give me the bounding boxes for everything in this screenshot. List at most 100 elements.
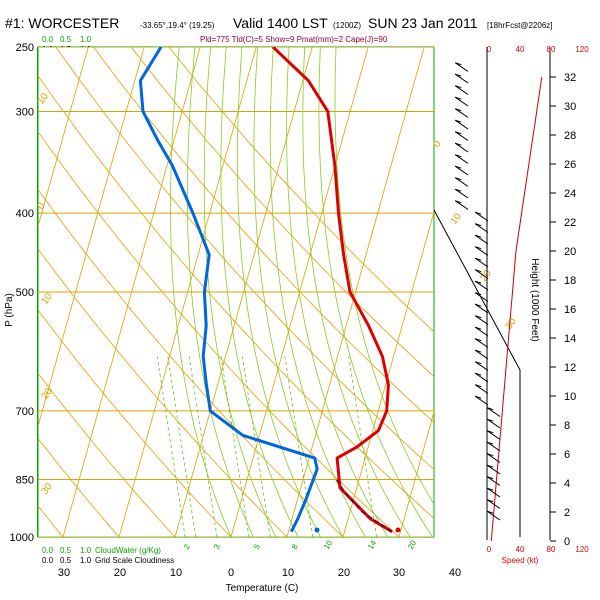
mixing-ratio-label: 20 xyxy=(406,538,419,551)
wind-barb-flag xyxy=(487,441,494,445)
y-tick-label: 400 xyxy=(16,208,34,220)
wind-barb-flag xyxy=(475,361,482,365)
chart-subtitle: Pld=775 Tld(C)=5 Show=9 Pmat(mm)=2 Cape(… xyxy=(200,35,388,44)
moist-adiabat xyxy=(253,47,344,537)
speed-tick-bottom: 0 xyxy=(487,545,492,554)
speed-tick-bottom: 80 xyxy=(547,545,556,554)
surface-dewpoint-dot xyxy=(314,527,320,533)
wind-barb-flag xyxy=(475,223,482,227)
grid-cloud-tick: 1.0 xyxy=(80,556,92,565)
height-tick-label: 8 xyxy=(564,420,570,432)
height-tick-label: 26 xyxy=(564,159,576,171)
wind-barb xyxy=(474,223,489,233)
height-tick-label: 0 xyxy=(564,536,570,548)
chart-title-date: SUN 23 Jan 2011 xyxy=(368,15,478,31)
parcel-path xyxy=(336,479,393,533)
x-tick-label: 10 xyxy=(170,567,182,579)
wind-barb xyxy=(486,487,501,498)
wind-barb-flag xyxy=(475,292,482,296)
isotherm xyxy=(567,47,600,537)
dry-adiabat xyxy=(38,309,232,537)
wind-barb xyxy=(474,303,489,314)
moist-adiabat xyxy=(318,47,434,537)
wind-barb xyxy=(474,269,489,279)
cloud-water-tick: 0.0 xyxy=(42,546,54,555)
mixing-ratio-label: 2 xyxy=(182,542,192,551)
y-tick-label: 250 xyxy=(16,42,34,54)
dry-adiabat xyxy=(130,47,434,378)
wind-barb-flag xyxy=(455,62,462,66)
wind-barb-flag xyxy=(475,349,482,353)
wind-barb xyxy=(474,257,489,268)
wind-barb-flag xyxy=(455,85,462,89)
x-tick-label: 20 xyxy=(338,567,350,579)
cloud-water-tick: 1.0 xyxy=(80,35,92,44)
height-tick-label: 18 xyxy=(564,275,576,287)
x-tick-label: 0 xyxy=(228,567,234,579)
wind-barb xyxy=(454,73,469,84)
wind-barb-flag xyxy=(475,326,482,330)
isotherm xyxy=(62,47,201,537)
wind-barb xyxy=(474,372,489,383)
wind-barb-flag xyxy=(475,372,482,376)
height-tick-label: 22 xyxy=(564,217,576,229)
moist-adiabat xyxy=(220,47,299,537)
grid-cloud-tick: 0.0 xyxy=(42,556,54,565)
wind-barb-flag xyxy=(487,418,494,422)
height-axis-label: Height (1000 Feet) xyxy=(529,258,540,341)
cloud-water-tick: 0.5 xyxy=(60,546,72,555)
wind-barb-flag xyxy=(455,154,462,158)
wind-barb-flag xyxy=(455,108,462,112)
wind-barb-flag xyxy=(455,73,462,77)
speed-tick-top: 0 xyxy=(487,45,492,54)
wind-barb xyxy=(454,188,469,199)
height-tick-label: 32 xyxy=(564,72,576,84)
dry-adiabat xyxy=(38,188,344,537)
adiabat-label: 0 xyxy=(35,200,47,211)
mixing-ratio-label: 10 xyxy=(322,538,335,551)
surface-temp-dot xyxy=(395,527,401,533)
dewpoint-line xyxy=(138,47,319,533)
wind-barb xyxy=(486,464,501,475)
y-tick-label: 500 xyxy=(16,287,34,299)
wind-barb xyxy=(474,211,489,222)
chart-title-valid: Valid 1400 LST xyxy=(233,15,328,31)
wind-barb-flag xyxy=(475,269,482,273)
wind-barb-flag xyxy=(487,407,494,411)
wind-barb xyxy=(454,85,469,95)
cloud-water-label: CloudWater (g/Kg) xyxy=(95,546,161,555)
dry-adiabat xyxy=(38,505,64,537)
wind-barb-flag xyxy=(475,211,482,215)
wind-barb xyxy=(474,349,489,360)
chart-title-coords: -33.65°,19.4° (19.25) xyxy=(140,21,215,30)
dry-adiabat xyxy=(168,47,434,333)
dry-adiabat xyxy=(38,437,120,537)
height-tick-label: 4 xyxy=(564,478,570,490)
dry-adiabat xyxy=(55,47,434,471)
isotherm xyxy=(38,47,89,228)
speed-tick-bottom: 120 xyxy=(575,545,589,554)
wind-barb xyxy=(486,441,501,452)
wind-profile-panel: 0040408080120120024681012141618202224262… xyxy=(433,45,589,554)
adiabat-label: 0 xyxy=(431,138,443,149)
moist-adiabat xyxy=(236,47,322,537)
wind-panel-outline xyxy=(433,209,521,537)
speed-tick-top: 120 xyxy=(575,45,589,54)
wind-barb xyxy=(454,62,469,72)
chart-title-station: #1: WORCESTER xyxy=(5,15,119,31)
dry-adiabat xyxy=(38,248,288,537)
isotherm xyxy=(118,47,257,537)
wind-barb xyxy=(486,510,501,521)
isotherm xyxy=(38,47,145,428)
wind-barb xyxy=(454,200,469,210)
wind-barb-flag xyxy=(455,119,462,123)
moist-adiabat xyxy=(269,47,366,537)
temperature-line xyxy=(271,47,393,533)
wind-barb-flag xyxy=(475,303,482,307)
grid-cloudiness-label: Grid Scale Cloudiness xyxy=(95,556,174,565)
isotherm xyxy=(511,47,600,537)
cloud-water-tick: 0.5 xyxy=(60,35,72,44)
dry-adiabat xyxy=(93,47,434,424)
wind-barb-flag xyxy=(487,499,494,503)
wind-barb xyxy=(474,338,489,348)
